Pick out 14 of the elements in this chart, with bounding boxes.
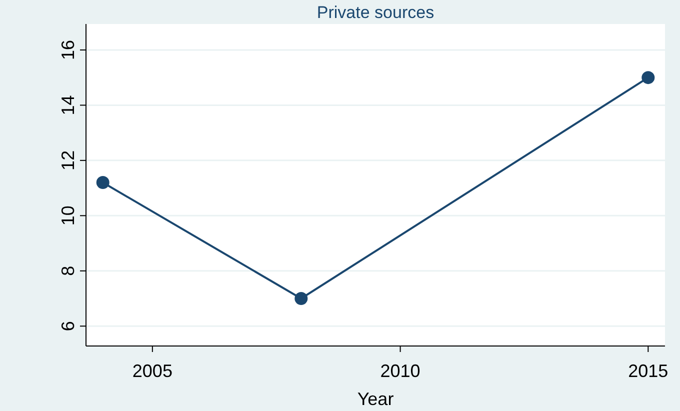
y-tick-label: 12 [58, 150, 78, 170]
y-tick-label: 14 [58, 95, 78, 116]
y-tick-label: 10 [58, 206, 78, 226]
point [642, 71, 655, 84]
x-tick-label: 2015 [628, 361, 668, 381]
point [96, 176, 110, 190]
chart-title: Private sources [316, 3, 434, 22]
y-tick-label: 16 [58, 40, 78, 60]
x-tick-label: 2010 [380, 361, 420, 381]
point [294, 292, 308, 305]
y-tick-label: 6 [58, 321, 78, 332]
x-axis-title: Year [357, 389, 394, 409]
y-tick-label: 8 [58, 266, 78, 276]
x-tick-label: 2005 [132, 361, 172, 381]
